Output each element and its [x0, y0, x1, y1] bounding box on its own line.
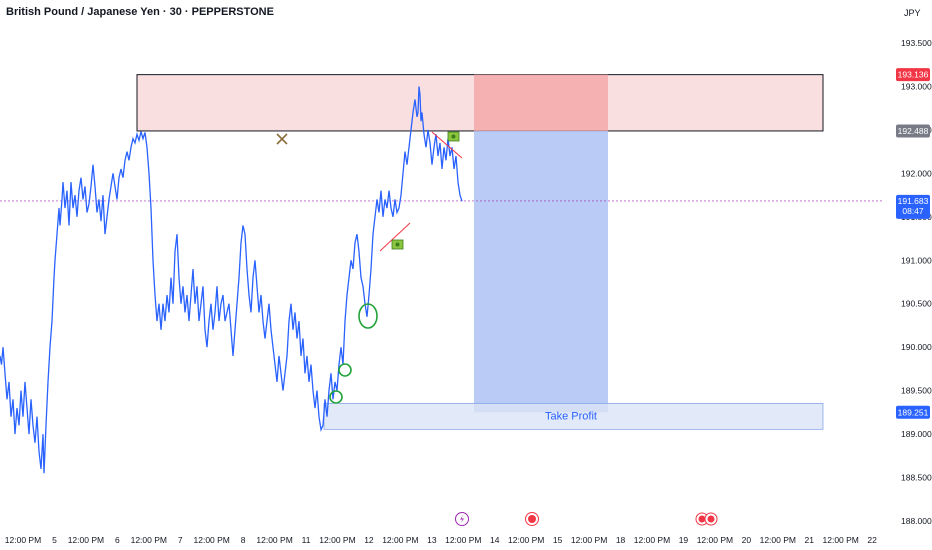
- current-price-tag: 191.683 08:47: [896, 194, 930, 219]
- price-line[interactable]: [0, 86, 463, 474]
- y-tick-label: 188.000: [901, 516, 932, 526]
- take-profit-price-tag: 189.251: [896, 405, 930, 419]
- money-icon: [447, 131, 460, 142]
- x-tick-label: 12:00 PM: [445, 535, 481, 545]
- x-tick-label: 21: [805, 535, 815, 545]
- y-tick-label: 193.500: [901, 38, 932, 48]
- y-tick-label: 190.500: [901, 299, 932, 309]
- x-tick-label: 18: [616, 535, 626, 545]
- x-tick-label: 20: [742, 535, 752, 545]
- x-tick-label: 14: [490, 535, 500, 545]
- y-tick-label: 188.500: [901, 473, 932, 483]
- money-icon: [391, 239, 404, 250]
- x-tick-label: 11: [302, 535, 311, 545]
- x-tick-label: 12:00 PM: [760, 535, 796, 545]
- take-profit-label: Take Profit: [545, 410, 597, 422]
- svg-text:189.251: 189.251: [898, 407, 929, 417]
- x-tick-label: 12:00 PM: [508, 535, 544, 545]
- pullback-trendline[interactable]: [431, 131, 463, 159]
- price-axis: 193.500193.000192.500192.000191.500191.0…: [901, 38, 932, 526]
- currency-label[interactable]: JPY: [904, 8, 921, 18]
- x-tick-label: 6: [115, 535, 120, 545]
- entry-price-tag: 192.488: [896, 124, 930, 138]
- y-tick-label: 192.000: [901, 168, 932, 178]
- short-position-box[interactable]: [474, 130, 608, 413]
- x-tick-label: 12:00 PM: [697, 535, 733, 545]
- swing-low-circle-2[interactable]: [338, 363, 352, 377]
- flag-event-icon[interactable]: [704, 512, 718, 526]
- swing-low-circle-3[interactable]: [358, 303, 378, 329]
- lightning-event-icon[interactable]: [455, 512, 469, 526]
- x-tick-label: 8: [241, 535, 246, 545]
- y-tick-label: 191.000: [901, 255, 932, 265]
- x-tick-label: 12:00 PM: [823, 535, 859, 545]
- x-tick-label: 12:00 PM: [194, 535, 230, 545]
- flag-event-icon[interactable]: [525, 512, 539, 526]
- svg-text:193.136: 193.136: [898, 70, 929, 80]
- x-tick-label: 7: [178, 535, 183, 545]
- x-tick-label: 12:00 PM: [5, 535, 41, 545]
- countdown-label: 08:47: [902, 206, 924, 216]
- time-axis: 12:00 PM 5 12:00 PM 6 12:00 PM 7 12:00 PM 8 12:0…: [5, 535, 877, 545]
- x-tick-label: 12: [364, 535, 374, 545]
- x-tick-label: 19: [679, 535, 689, 545]
- x-tick-label: 22: [867, 535, 877, 545]
- risk-box[interactable]: [474, 74, 608, 131]
- x-tick-label: 12:00 PM: [68, 535, 104, 545]
- x-tick-label: 5: [52, 535, 57, 545]
- x-tick-label: 12:00 PM: [256, 535, 292, 545]
- x-tick-label: 12:00 PM: [634, 535, 670, 545]
- stop-price-tag: 193.136: [896, 68, 930, 82]
- x-tick-label: 12:00 PM: [382, 535, 418, 545]
- chart-title: British Pound / Japanese Yen · 30 · PEPP…: [6, 6, 274, 18]
- x-tick-label: 15: [553, 535, 563, 545]
- y-tick-label: 189.500: [901, 386, 932, 396]
- svg-text:191.683: 191.683: [898, 196, 929, 206]
- take-profit-zone[interactable]: [323, 402, 824, 430]
- svg-text:192.488: 192.488: [898, 126, 929, 136]
- y-tick-label: 189.000: [901, 429, 932, 439]
- y-tick-label: 193.000: [901, 81, 932, 91]
- swing-low-circle-1[interactable]: [329, 390, 343, 404]
- breakout-trendline[interactable]: [379, 222, 411, 252]
- crossed-swords-icon: [276, 133, 288, 145]
- x-tick-label: 12:00 PM: [571, 535, 607, 545]
- x-tick-label: 12:00 PM: [319, 535, 355, 545]
- x-tick-label: 12:00 PM: [131, 535, 167, 545]
- y-tick-label: 190.000: [901, 342, 932, 352]
- x-tick-label: 13: [427, 535, 437, 545]
